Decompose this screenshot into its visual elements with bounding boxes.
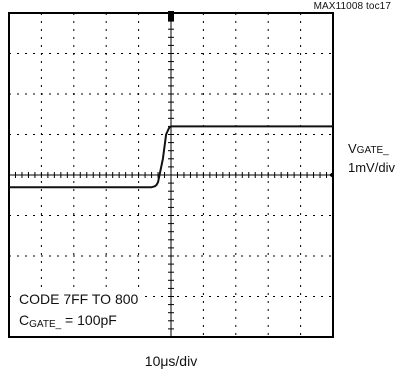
capacitance-condition: CGATE_ = 100pF [19, 312, 117, 330]
grid-layer [9, 13, 333, 337]
channel-label: VGATE_ 1mV/div [348, 140, 395, 176]
channel-marker [329, 171, 334, 179]
marker-layer [168, 11, 334, 179]
channel-scale: 1mV/div [348, 160, 395, 175]
test-conditions: CODE 7FF TO 800 CGATE_ = 100pF [17, 289, 141, 335]
trace-vgate [9, 125, 333, 189]
trigger-marker [168, 11, 174, 21]
code-condition: CODE 7FF TO 800 [19, 291, 139, 307]
channel-name: VGATE_ [348, 141, 389, 156]
x-axis-label: 10μs/div [144, 353, 198, 369]
figure-id: MAX11008 toc17 [313, 1, 391, 12]
